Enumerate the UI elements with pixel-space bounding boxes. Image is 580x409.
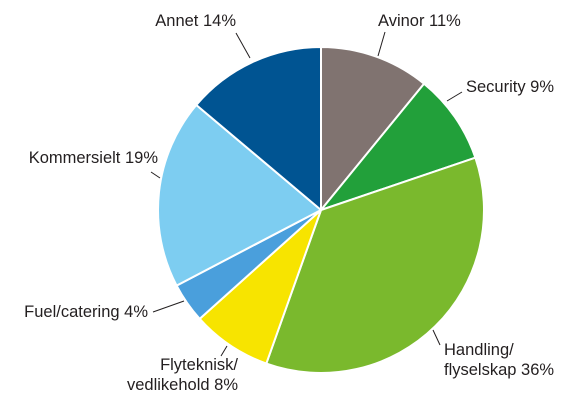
leader-line-avinor-11 — [377, 31, 386, 57]
pie-slice-security-9 — [320, 82, 477, 211]
label-leader-lines — [150, 31, 463, 357]
slice-label-avinor-11: Avinor 11% — [378, 12, 461, 30]
leader-line-handling — [432, 329, 441, 346]
slice-label-line: Avinor 11% — [378, 12, 461, 30]
slice-label-flyteknisk: Flyteknisk/vedlikehold 8% — [127, 356, 238, 394]
leader-line-kommersielt-19 — [150, 171, 161, 179]
slice-label-handling: Handling/flyselskap 36% — [444, 341, 554, 379]
slice-label-line: flyselskap 36% — [444, 361, 554, 379]
slice-label-line: Annet 14% — [155, 12, 236, 30]
pie-slice-avinor-11 — [320, 46, 426, 211]
slice-label-line: Handling/ — [444, 341, 514, 359]
pie-slice-kommersielt-19 — [157, 104, 322, 287]
slice-label-fuel-catering-4: Fuel/catering 4% — [24, 303, 148, 321]
slice-label-line: Fuel/catering 4% — [24, 303, 148, 321]
slice-label-line: Kommersielt 19% — [29, 149, 159, 167]
slice-label-line: Flyteknisk/ — [160, 356, 238, 374]
slice-label-line: Security 9% — [466, 78, 554, 96]
slice-label-security-9: Security 9% — [466, 78, 554, 96]
slice-labels: Avinor 11% Security 9% Handling/flyselskap… — [24, 12, 554, 394]
leader-line-flyteknisk — [220, 345, 228, 357]
slice-label-annet-14: Annet 14% — [155, 12, 236, 30]
leader-line-security-9 — [446, 91, 463, 102]
pie-slice-annet-14 — [195, 46, 322, 211]
leader-line-annet-14 — [235, 32, 251, 59]
slice-label-line: vedlikehold 8% — [127, 376, 238, 394]
leader-line-fuel-catering-4 — [152, 300, 185, 313]
slice-label-kommersielt-19: Kommersielt 19% — [29, 149, 159, 167]
pie-slices — [157, 46, 485, 374]
